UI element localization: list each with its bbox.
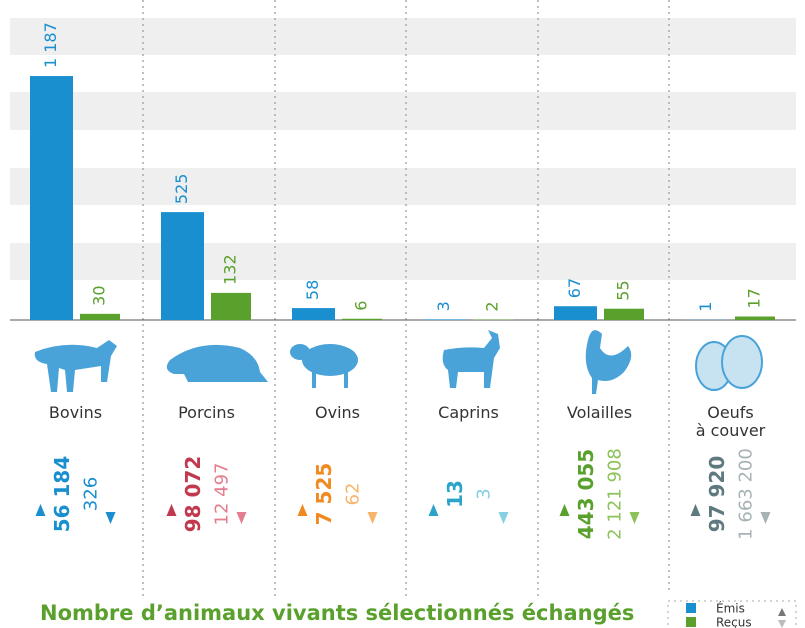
x-tick-label: Bovins: [38, 404, 114, 422]
value-label: 30: [90, 285, 109, 305]
x-tick-label: Porcins: [169, 404, 245, 422]
received-total: 3: [474, 488, 495, 499]
bar: [30, 76, 73, 320]
down-arrow: [106, 512, 116, 524]
bar: [211, 293, 251, 320]
value-label: 58: [303, 280, 322, 300]
value-label: 3: [434, 301, 453, 311]
sent-total: 56 184: [50, 456, 74, 533]
received-total: 326: [81, 477, 102, 511]
x-tick-label: Oeufs à couver: [693, 404, 769, 440]
bar: [161, 212, 204, 320]
legend-label: Reçus: [716, 616, 752, 628]
value-label: 67: [565, 278, 584, 298]
page: Nombre d’animaux vivants sélectionnés éc…: [0, 0, 805, 628]
value-label: 2: [483, 301, 502, 311]
chart: Nombre d’animaux vivants sélectionnés éc…: [0, 0, 805, 628]
value-label: 132: [221, 254, 240, 285]
received-total: 1 663 200: [736, 448, 757, 540]
up-arrow: [298, 504, 308, 516]
animal-icons: [35, 330, 762, 394]
x-tick-label: Volailles: [562, 404, 638, 422]
bar: [292, 308, 335, 320]
down-arrow: [237, 512, 247, 524]
value-label: 525: [172, 174, 191, 205]
value-label: 1 187: [41, 22, 60, 68]
bar: [342, 319, 382, 320]
up-arrow: [691, 504, 701, 516]
legend-label: Émis: [716, 601, 745, 616]
received-total: 12 497: [212, 463, 233, 526]
up-arrow: [167, 504, 177, 516]
up-arrow: [36, 504, 46, 516]
received-total: 2 121 908: [605, 448, 626, 540]
value-label: 17: [745, 288, 764, 308]
legend-swatch: [686, 617, 696, 627]
value-label: 6: [352, 301, 371, 311]
sent-total: 97 920: [705, 456, 729, 533]
down-arrow: [761, 512, 771, 524]
chart-title: Nombre d’animaux vivants sélectionnés éc…: [40, 601, 634, 625]
bar: [423, 319, 466, 320]
stripes: [10, 18, 796, 280]
bar: [604, 309, 644, 320]
received-total: 62: [343, 483, 364, 506]
down-arrow: [499, 512, 509, 524]
legend-swatch: [686, 603, 696, 613]
down-arrow: [630, 512, 640, 524]
down-arrow: [368, 512, 378, 524]
bar: [554, 306, 597, 320]
up-arrow: [429, 504, 439, 516]
bar: [80, 314, 120, 320]
up-arrow: [560, 504, 570, 516]
sent-total: 443 055: [574, 449, 598, 539]
sent-total: 98 072: [181, 456, 205, 533]
value-label: 1: [696, 302, 715, 312]
bar: [735, 317, 775, 320]
sent-total: 13: [443, 480, 467, 508]
value-label: 55: [614, 280, 633, 300]
sent-total: 7 525: [312, 463, 336, 526]
x-tick-label: Caprins: [431, 404, 507, 422]
x-tick-label: Ovins: [300, 404, 376, 422]
